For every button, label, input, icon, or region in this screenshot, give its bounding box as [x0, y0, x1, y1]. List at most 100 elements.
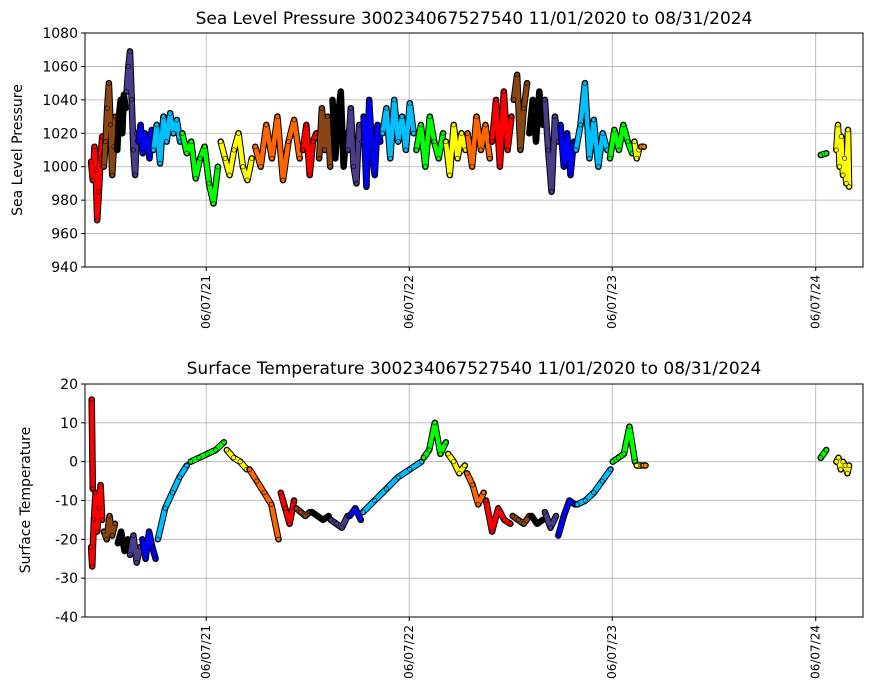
pressure-y-tick-label: 960: [51, 227, 78, 243]
temperature-data: [87, 396, 853, 570]
temperature-data-point: [489, 529, 495, 535]
pressure-x-tick-label: 06/07/23: [605, 275, 619, 329]
temperature-data-point: [495, 505, 501, 511]
pressure-data-point: [482, 122, 488, 128]
temperature-data-point: [109, 532, 115, 538]
temperature-data-point: [352, 505, 358, 511]
pressure-series-line: [88, 134, 105, 223]
temperature-data-point: [88, 544, 94, 550]
pressure-data-point: [530, 97, 536, 103]
pressure-data-point: [218, 139, 224, 145]
temperature-data-point: [823, 447, 829, 453]
pressure-data-point: [505, 147, 511, 153]
temperature-data-point: [407, 466, 413, 472]
temperature-data-point: [521, 521, 527, 527]
temperature-data-point: [90, 486, 96, 492]
temperature-data-point: [443, 439, 449, 445]
pressure-data-point: [96, 189, 102, 195]
pressure-data-point: [109, 172, 115, 178]
pressure-data-point: [332, 155, 338, 161]
pressure-data-point: [341, 164, 347, 170]
pressure-data-point: [125, 63, 131, 69]
pressure-data-point: [252, 144, 258, 150]
pressure-data-point: [324, 114, 330, 120]
temperature-data-point: [184, 462, 190, 468]
pressure-y-tick-label: 1000: [42, 160, 78, 176]
temperature-data-point: [115, 540, 121, 546]
temperature-data-point: [437, 451, 443, 457]
temperature-data-point: [118, 529, 124, 535]
pressure-data-point: [501, 89, 507, 95]
pressure-data-point: [124, 89, 130, 95]
pressure-data-point: [473, 114, 479, 120]
temperature-data-point: [507, 521, 513, 527]
pressure-data-point: [451, 122, 457, 128]
temperature-plot-frame: [84, 383, 864, 618]
pressure-data-point: [469, 164, 475, 170]
pressure-data-point: [338, 89, 344, 95]
temperature-data-point: [122, 548, 128, 554]
pressure-data-point: [577, 122, 583, 128]
temperature-data-point: [328, 517, 334, 523]
temperature-data-point: [314, 513, 320, 519]
pressure-data-point: [517, 147, 523, 153]
pressure-data-point: [427, 114, 433, 120]
pressure-data-point: [138, 122, 144, 128]
temperature-series-line: [328, 513, 350, 530]
pressure-data-point: [533, 139, 539, 145]
pressure-data-point: [119, 130, 125, 136]
pressure-data-point: [641, 144, 647, 150]
pressure-data-point: [157, 160, 163, 166]
pressure-series-line: [345, 105, 365, 186]
temperature-data-point: [610, 459, 616, 465]
pressure-data-point: [391, 97, 397, 103]
pressure-data-point: [431, 139, 437, 145]
pressure-data-point: [837, 164, 843, 170]
temperature-data-point: [844, 470, 850, 476]
pressure-data-point: [422, 164, 428, 170]
pressure-data-point: [280, 177, 286, 183]
temperature-data-point: [591, 490, 597, 496]
temperature-y-tick-label: -20: [55, 532, 78, 548]
temperature-series-line: [224, 447, 250, 472]
temperature-data-point: [104, 536, 110, 542]
temperature-data-point: [464, 470, 470, 476]
pressure-y-tick-label: 1080: [42, 26, 78, 42]
pressure-data-point: [297, 155, 303, 161]
temperature-data-point: [91, 517, 97, 523]
temperature-data-point: [127, 552, 133, 558]
pressure-data-point: [835, 122, 841, 128]
temperature-data-point: [607, 466, 613, 472]
pressure-data-point: [625, 139, 631, 145]
pressure-plot-frame: [84, 32, 864, 268]
pressure-data-point: [244, 177, 250, 183]
pressure-data-point: [508, 114, 514, 120]
pressure-series-line: [443, 122, 468, 178]
temperature-data-point: [101, 529, 107, 535]
temperature-data-point: [561, 513, 567, 519]
pressure-data-point: [542, 97, 548, 103]
temperature-data-point: [196, 455, 202, 461]
temperature-chart-title: Surface Temperature 300234067527540 11/0…: [187, 359, 762, 379]
pressure-data-point: [118, 97, 124, 103]
pressure-data-point: [127, 48, 133, 54]
pressure-data-point: [231, 147, 237, 153]
pressure-data-point: [94, 217, 100, 223]
temperature-data-point: [107, 513, 113, 519]
pressure-data-point: [573, 147, 579, 153]
pressure-data-point: [549, 189, 555, 195]
pressure-y-tick-label: 940: [51, 260, 78, 276]
pressure-data-point: [843, 180, 849, 186]
temperature-y-tick-label: -40: [55, 610, 78, 626]
pressure-data-point: [135, 139, 141, 145]
pressure-data-point: [319, 105, 325, 111]
temperature-data-point: [547, 525, 553, 531]
temperature-data-point: [846, 462, 852, 468]
temperature-data-point: [483, 497, 489, 503]
pressure-data-point: [478, 147, 484, 153]
temperature-data-point: [89, 563, 95, 569]
temperature-y-tick-label: -10: [55, 494, 78, 510]
temperature-data-point: [298, 509, 304, 515]
pressure-data-point: [383, 105, 389, 111]
pressure-data-point: [465, 130, 471, 136]
